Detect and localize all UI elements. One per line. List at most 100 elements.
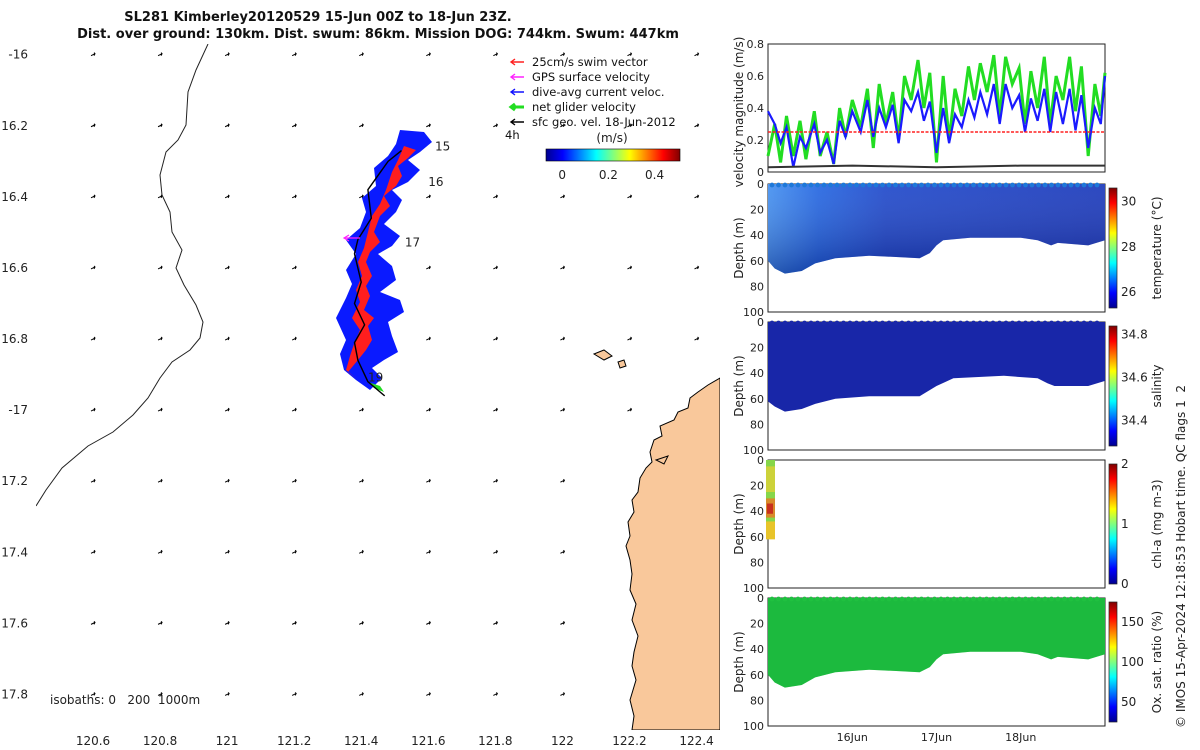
section-sample-dot <box>1068 596 1074 602</box>
legend-label: GPS surface velocity <box>532 70 650 84</box>
section-sample-dot <box>808 182 814 188</box>
geostrophic-vector <box>291 336 297 341</box>
geostrophic-vector <box>90 621 96 625</box>
geostrophic-vector <box>359 52 364 57</box>
geostrophic-vector <box>224 336 230 341</box>
section-sample-dot <box>795 182 801 188</box>
section-y-tick-label: 60 <box>750 669 764 682</box>
colorbar-title: (m/s) <box>596 131 627 145</box>
velocity-y-tick-label: 0.8 <box>747 38 765 51</box>
section-sample-dot <box>1042 596 1048 602</box>
map-x-tick-label: 121.8 <box>478 734 512 748</box>
section-sample-dot <box>938 320 944 326</box>
geostrophic-vector <box>426 407 431 412</box>
section-sample-dot <box>860 320 866 326</box>
colorbar-label: salinity <box>1150 364 1164 407</box>
geostrophic-vector <box>90 478 96 483</box>
velocity-series-line <box>767 164 1105 169</box>
section-sample-dot <box>1023 596 1028 602</box>
velocity-series-line <box>767 75 1107 168</box>
section-sample-dot <box>1068 182 1074 188</box>
section-sample-dot <box>912 320 918 326</box>
geostrophic-vector <box>90 549 96 554</box>
geostrophic-vector <box>90 194 96 199</box>
map-y-tick-label: 17.8 <box>1 687 28 701</box>
date-tick-label: 17Jun <box>921 731 952 744</box>
section-sample-dot <box>1003 320 1009 326</box>
section-y-tick-label: 80 <box>750 694 764 707</box>
section-sample-dot <box>964 182 970 188</box>
geostrophic-vector <box>493 621 498 625</box>
section-sample-dot <box>912 182 918 188</box>
section-sample-dot <box>997 596 1002 602</box>
section-sample-dot <box>802 182 807 188</box>
geostrophic-vector <box>627 194 633 199</box>
geostrophic-vector <box>560 621 566 625</box>
section-y-tick-label: 80 <box>750 556 764 569</box>
section-colorbar <box>1108 463 1118 585</box>
section-sample-dot <box>951 596 957 602</box>
geostrophic-vector <box>224 692 230 696</box>
geostrophic-vector <box>560 123 566 128</box>
section-y-tick-label: 100 <box>743 720 764 733</box>
section-sample-dot <box>1062 320 1067 326</box>
isobaths-note: isobaths: 0 200 1000m <box>50 693 200 707</box>
velocity-y-tick-label: 0.2 <box>747 134 765 147</box>
legend-swatch <box>509 58 524 66</box>
section-sample-dot <box>867 182 872 188</box>
geostrophic-vector <box>291 549 297 554</box>
section-sample-dot <box>873 596 879 602</box>
geostrophic-vector <box>224 194 230 199</box>
geostrophic-vector <box>694 265 700 270</box>
velocity-panel: 0 0.2 0.4 0.6 0.8 velocity magnitude (m/s) <box>732 37 1107 187</box>
section-sample-dot <box>919 182 924 188</box>
geostrophic-vector <box>157 478 163 483</box>
section-y-tick-label: 20 <box>750 342 764 355</box>
section-sample-dot <box>789 320 794 326</box>
gps-surface-velocity-arrow <box>342 234 360 242</box>
geostrophic-vector <box>627 336 633 341</box>
geostrophic-vector <box>90 692 96 696</box>
section-sample-dot <box>977 320 983 326</box>
day-label: 17 <box>405 236 420 250</box>
legend-label: net glider velocity <box>532 100 636 114</box>
section-sample-dot <box>815 320 820 326</box>
section-sample-dot <box>971 182 976 188</box>
section-sample-dot <box>997 320 1002 326</box>
geostrophic-vector <box>694 336 700 341</box>
section-y-tick-label: 0 <box>757 316 764 329</box>
geostrophic-vector <box>493 692 498 696</box>
map-x-tick-label: 122.2 <box>612 734 646 748</box>
section-sample-dot <box>938 182 944 188</box>
colorbar-label: chl-a (mg m-3) <box>1150 479 1164 568</box>
section-sample-dot <box>971 320 976 326</box>
section-sample-dot <box>1055 320 1061 326</box>
geostrophic-vector <box>359 194 364 199</box>
land-area <box>625 377 720 730</box>
section-sample-dot <box>906 182 911 188</box>
section-sample-dot <box>938 596 944 602</box>
section-sample-dot <box>958 182 963 188</box>
section-sample-dot <box>899 320 905 326</box>
day-label: 19 <box>368 371 383 385</box>
geostrophic-vector <box>157 123 163 128</box>
geostrophic-vector <box>426 478 431 483</box>
geostrophic-vector <box>493 123 498 128</box>
island <box>617 359 627 369</box>
geostrophic-vector <box>627 407 633 412</box>
colorbar-label: Ox. sat. ratio (%) <box>1150 611 1164 713</box>
day-label: 15 <box>435 140 450 154</box>
section-sample-dot <box>847 182 853 188</box>
island <box>592 349 613 361</box>
geostrophic-vector <box>694 52 700 57</box>
legend-swatch <box>508 102 524 112</box>
section-sample-dot <box>828 182 833 188</box>
section-sample-dot <box>815 182 820 188</box>
map-title-line1: SL281 Kimberley20120529 15-Jun 00Z to 18… <box>124 10 511 25</box>
section-sample-dot <box>821 596 827 602</box>
geostrophic-vector <box>426 194 431 199</box>
geostrophic-vector <box>694 194 700 199</box>
geostrophic-vector <box>359 123 364 128</box>
section-sample-dot <box>1062 596 1067 602</box>
